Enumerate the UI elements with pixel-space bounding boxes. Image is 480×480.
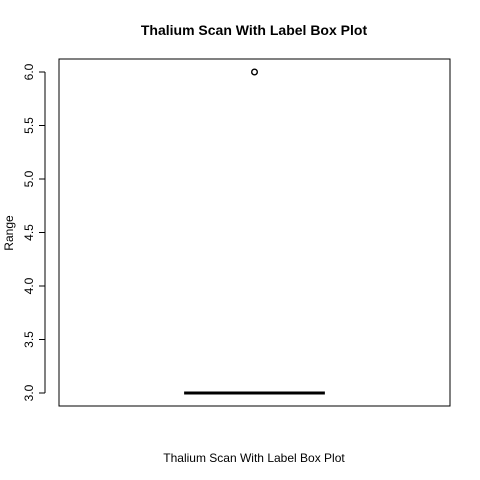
x-axis-label: Thalium Scan With Label Box Plot: [163, 451, 345, 465]
plot-frame: [58, 58, 451, 407]
y-axis-label: Range: [2, 215, 16, 251]
box-group: [184, 68, 325, 395]
y-tick-label: 6.0: [22, 63, 36, 80]
outlier-point: [250, 68, 258, 76]
y-tick-label: 5.5: [22, 117, 36, 134]
y-tick-label: 3.5: [22, 331, 36, 348]
y-tick-label: 4.5: [22, 224, 36, 241]
y-tick-label: 5.0: [22, 170, 36, 187]
y-tick-label: 4.0: [22, 277, 36, 294]
y-axis: 3.0 3.5 4.0 4.5 5.0 5.5 6.0: [22, 63, 46, 401]
chart-title: Thalium Scan With Label Box Plot: [141, 22, 368, 38]
y-tick-label: 3.0: [22, 384, 36, 401]
